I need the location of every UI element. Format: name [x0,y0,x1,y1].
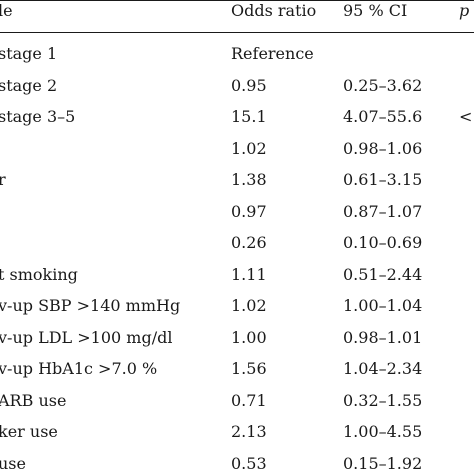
cell-ci: 4.07–55.6 [343,107,423,126]
table-top-rule [0,0,474,1]
cell-variable: ker use [0,422,58,441]
cell-ci: 0.10–0.69 [343,233,423,252]
cell-odds-ratio: 0.53 [231,454,267,473]
cell-variable: v-up LDL >100 mg/dl [0,328,173,347]
cell-odds-ratio: 1.00 [231,328,267,347]
cell-odds-ratio: 0.26 [231,233,267,252]
cell-variable: t smoking [0,265,78,284]
cell-p: < [459,107,473,126]
cell-ci: 1.04–2.34 [343,359,423,378]
cell-variable: use [0,454,26,473]
cell-variable: stage 3–5 [0,107,76,126]
cell-odds-ratio: 1.56 [231,359,267,378]
cell-variable: v-up SBP >140 mmHg [0,296,181,315]
header-ci: 95 % CI [343,1,408,20]
header-variable: le [0,1,13,20]
cell-odds-ratio: 1.38 [231,170,267,189]
header-p: p [459,1,470,20]
cell-ci: 0.25–3.62 [343,76,423,95]
cell-odds-ratio: 2.13 [231,422,267,441]
cell-odds-ratio: 1.02 [231,139,267,158]
cell-variable: v-up HbA1c >7.0 % [0,359,158,378]
cell-ci: 0.61–3.15 [343,170,423,189]
cell-variable: stage 2 [0,76,58,95]
cell-variable: stage 1 [0,44,58,63]
cell-odds-ratio: 0.97 [231,202,267,221]
cell-ci: 0.87–1.07 [343,202,423,221]
header-odds-ratio: Odds ratio [231,1,317,20]
cell-odds-ratio: 0.95 [231,76,267,95]
cell-ci: 0.98–1.01 [343,328,423,347]
cell-variable: r [0,170,6,189]
cell-ci: 1.00–4.55 [343,422,423,441]
cell-ci: 0.15–1.92 [343,454,423,473]
cell-odds-ratio: 1.11 [231,265,267,284]
cell-ci: 1.00–1.04 [343,296,423,315]
header-rule [0,32,474,33]
cell-odds-ratio: 15.1 [231,107,267,126]
cell-variable: ARB use [0,391,67,410]
cell-ci: 0.51–2.44 [343,265,423,284]
cell-odds-ratio: Reference [231,44,314,63]
cell-odds-ratio: 0.71 [231,391,267,410]
cell-ci: 0.32–1.55 [343,391,423,410]
cell-odds-ratio: 1.02 [231,296,267,315]
cell-ci: 0.98–1.06 [343,139,423,158]
